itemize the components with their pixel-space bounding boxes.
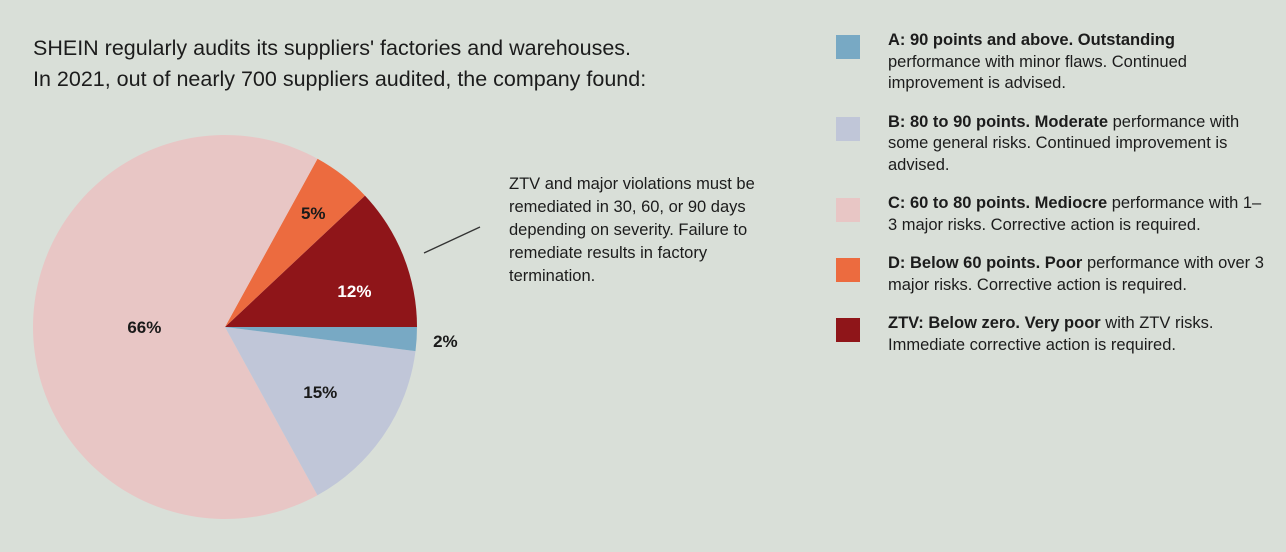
pie-label-c: 66% xyxy=(127,318,161,337)
legend-text: performance with some general risks. Con… xyxy=(888,112,1240,174)
pie-slice-ztv xyxy=(225,195,417,327)
legend-heading: A: 90 points and above. Outstanding xyxy=(888,31,1175,49)
legend-swatch xyxy=(836,35,860,59)
legend-item-d: D: Below 60 points. Poor performance wit… xyxy=(836,253,1266,296)
legend-heading: B: 80 to 90 points. Moderate xyxy=(888,112,1109,131)
title-line-2: In 2021, out of nearly 700 suppliers aud… xyxy=(33,67,647,91)
pie-label-ztv: 12% xyxy=(337,282,371,301)
pie-slice-b xyxy=(225,327,416,496)
legend-item-b: B: 80 to 90 points. Moderate performance… xyxy=(836,112,1266,177)
legend-item-c: C: 60 to 80 points. Mediocre performance… xyxy=(836,193,1266,236)
title-line-1: SHEIN regularly audits its suppliers' fa… xyxy=(33,36,632,60)
pie-label-b: 15% xyxy=(303,383,337,402)
legend-text: performance with 1–3 major risks. Correc… xyxy=(888,194,1262,234)
legend-text: performance with over 3 major risks. Cor… xyxy=(888,254,1264,294)
pie-label-d: 5% xyxy=(301,204,326,223)
legend-swatch xyxy=(836,318,860,342)
legend: A: 90 points and above. Outstanding perf… xyxy=(836,30,1266,373)
annotation-leader-line xyxy=(423,226,481,254)
legend-item-ztv: ZTV: Below zero. Very poor with ZTV risk… xyxy=(836,313,1266,356)
legend-text: with ZTV risks. Immediate corrective act… xyxy=(888,314,1214,354)
legend-heading: D: Below 60 points. Poor xyxy=(888,254,1083,272)
legend-swatch xyxy=(836,198,860,222)
pie-slice-c xyxy=(33,134,318,520)
pie-slice-d xyxy=(225,158,365,327)
legend-heading: ZTV: Below zero. Very poor xyxy=(888,314,1101,332)
legend-swatch xyxy=(836,116,860,141)
pie-label-a: 2% xyxy=(433,332,458,351)
annotation-text: ZTV and major violations must be remedia… xyxy=(509,175,755,285)
legend-text: performance with minor flaws. Continued … xyxy=(888,52,1187,93)
legend-item-a: A: 90 points and above. Outstanding perf… xyxy=(836,30,1266,95)
chart-title: SHEIN regularly audits its suppliers' fa… xyxy=(33,33,646,95)
pie-slice-a xyxy=(225,327,417,352)
legend-heading: C: 60 to 80 points. Mediocre xyxy=(888,194,1108,212)
legend-swatch xyxy=(836,258,860,282)
